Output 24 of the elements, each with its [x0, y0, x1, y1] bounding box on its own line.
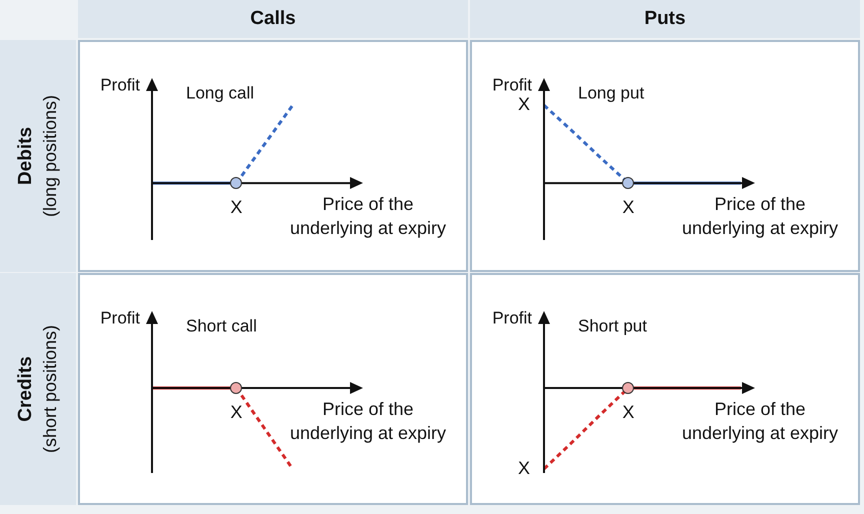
- x-axis-title: Price of the underlying at expiry: [290, 398, 446, 443]
- y-axis-title: Profit: [492, 308, 532, 328]
- chart-title: Short call: [186, 316, 257, 336]
- text: Puts: [470, 0, 860, 38]
- y-axis-title: Profit: [100, 308, 140, 328]
- chart-title: Long call: [186, 84, 254, 103]
- annotation: X: [622, 402, 634, 422]
- x-axis-title: Price of the underlying at expiry: [290, 194, 446, 238]
- text: Credits: [14, 355, 37, 424]
- chart-title: Short put: [578, 316, 648, 336]
- x-axis-title: Price of the underlying at expiry: [682, 194, 838, 238]
- text: X: [518, 458, 530, 478]
- y-axis-title: Profit: [492, 76, 532, 95]
- text: Debits: [14, 126, 37, 188]
- annotation: X: [230, 402, 242, 422]
- chart-title: Long put: [578, 84, 644, 103]
- text: X: [230, 197, 242, 218]
- y-axis-title: Profit: [100, 76, 140, 95]
- text: X: [622, 197, 634, 218]
- text: Calls: [78, 0, 468, 38]
- text: (long positions): [39, 94, 61, 218]
- x-axis-title: Price of the underlying at expiry: [682, 398, 838, 443]
- text: X: [518, 94, 530, 114]
- text: (short positions): [39, 324, 61, 454]
